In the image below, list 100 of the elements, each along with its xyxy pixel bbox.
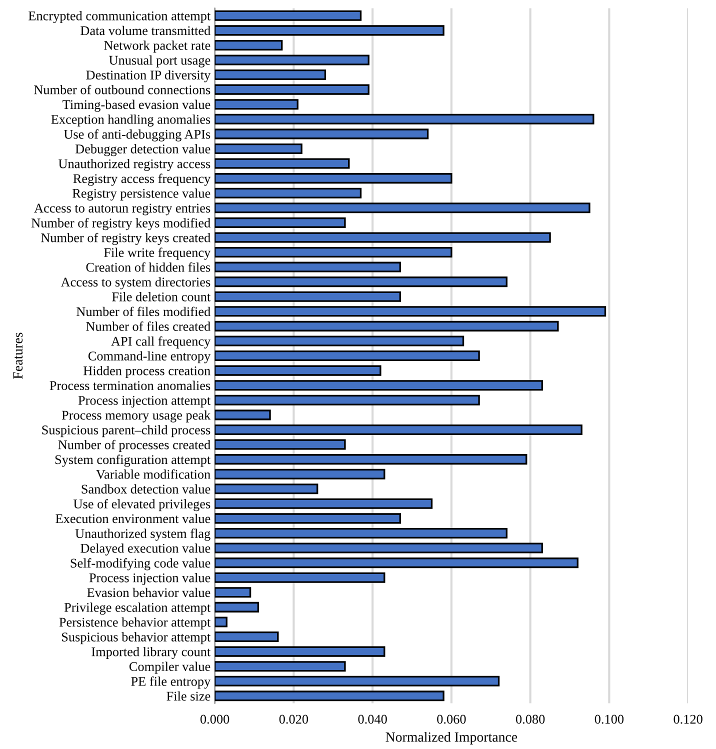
bar (214, 646, 386, 657)
y-tick-label: Delayed execution value (80, 543, 210, 556)
y-tick-label: Sandbox detection value (82, 484, 210, 494)
y-tick-label: Number of files created (86, 321, 210, 331)
y-tick-label: Use of elevated privileges (74, 499, 210, 512)
x-axis-title: Normalized Importance (386, 732, 518, 745)
y-tick-label: System configuration attempt (55, 454, 211, 467)
bar (214, 513, 401, 524)
y-tick-label: Exception handling anomalies (51, 114, 210, 127)
y-tick-label: API call frequency (111, 336, 211, 348)
bar (214, 380, 543, 391)
bar (214, 54, 370, 66)
bar (214, 217, 346, 228)
bar (214, 602, 260, 612)
bar (214, 498, 433, 509)
y-tick-label: Unusual port usage (109, 55, 210, 68)
bar (214, 173, 452, 184)
y-axis-title: Features (13, 332, 23, 379)
bar (214, 424, 582, 435)
y-tick-label: Process memory usage peak (62, 410, 211, 422)
y-tick-label: Use of anti-debugging APIs (64, 129, 210, 142)
y-tick-label: Unauthorized system flag (75, 528, 210, 541)
y-tick-label: Encrypted communication attempt (28, 11, 211, 24)
y-tick-label: Privilege escalation attempt (64, 602, 211, 615)
bar (214, 336, 464, 346)
bar (214, 320, 559, 332)
bar (214, 394, 480, 406)
bar (214, 410, 271, 420)
bar (214, 631, 279, 642)
bar (214, 616, 228, 628)
y-tick-label: Evasion behavior value (87, 588, 210, 598)
y-tick-label: Self-modifying code value (70, 558, 210, 570)
bar (214, 262, 401, 272)
y-tick-label: Registry persistence value (72, 188, 210, 201)
bar (214, 202, 590, 214)
y-tick-label: Hidden process creation (84, 366, 210, 378)
y-tick-label: File deletion count (112, 292, 211, 302)
x-tick-label: 0.000 (200, 714, 230, 724)
x-tick-label: 0.060 (437, 714, 466, 724)
bar (214, 40, 283, 50)
x-tick-label: 0.020 (279, 714, 308, 724)
y-tick-label: Network packet rate (104, 40, 210, 53)
bar (214, 690, 444, 702)
bar (214, 158, 350, 169)
bar (214, 99, 298, 110)
bar (214, 661, 346, 672)
bar (214, 246, 452, 258)
bar (214, 70, 326, 80)
bar (214, 84, 370, 95)
bar (214, 291, 401, 302)
y-tick-label: Suspicious parent–child process (42, 425, 210, 438)
y-tick-label: Destination IP diversity (86, 70, 211, 82)
bar (214, 143, 302, 154)
bar (214, 484, 318, 494)
y-tick-label: Number of outbound connections (34, 84, 210, 94)
bar (214, 468, 386, 480)
bar (214, 25, 444, 36)
y-tick-label: Unauthorized registry access (58, 158, 210, 171)
y-tick-label: Access to autorun registry entries (34, 204, 210, 216)
bar (214, 439, 346, 450)
y-tick-label: Process termination anomalies (50, 380, 210, 390)
bar (214, 114, 594, 124)
y-tick-label: PE file entropy (131, 676, 211, 689)
y-tick-label: Number of files modified (76, 306, 210, 316)
x-tick-label: 0.120 (674, 714, 702, 724)
y-tick-label: Persistence behavior attempt (59, 617, 211, 630)
y-tick-label: Number of registry keys created (41, 232, 210, 245)
y-tick-label: File size (166, 691, 210, 701)
y-tick-label: Access to system directories (60, 277, 210, 290)
y-tick-label: Suspicious behavior attempt (62, 632, 211, 644)
bar (214, 306, 606, 317)
y-tick-label: Process injection value (89, 573, 210, 585)
y-tick-label: Timing-based evasion value (62, 100, 210, 112)
bar (214, 558, 578, 568)
y-tick-label: Process injection attempt (78, 396, 211, 408)
y-tick-label: Creation of hidden files (86, 262, 210, 272)
bar (214, 542, 543, 554)
bar (214, 587, 252, 598)
bar (214, 232, 551, 243)
y-tick-label: Debugger detection value (75, 144, 210, 156)
y-tick-label: Number of registry keys modified (31, 218, 210, 230)
bar (214, 188, 362, 198)
bar (214, 572, 386, 583)
y-tick-label: Registry access frequency (73, 174, 211, 186)
bar (214, 454, 528, 465)
y-tick-label: File write frequency (104, 248, 211, 260)
bar (214, 128, 429, 140)
bar (214, 528, 508, 539)
bar (214, 365, 382, 376)
y-tick-label: Imported library count (92, 646, 211, 659)
bar (214, 276, 508, 288)
y-tick-label: Number of processes created (58, 440, 210, 452)
x-tick-label: 0.100 (594, 714, 624, 724)
y-tick-label: Command-line entropy (88, 351, 211, 364)
y-tick-label: Data volume transmitted (80, 26, 210, 36)
y-tick-label: Compiler value (129, 662, 210, 674)
bar (214, 10, 362, 21)
bar (214, 676, 500, 686)
x-tick-label: 0.080 (516, 714, 545, 724)
bar (214, 350, 480, 362)
